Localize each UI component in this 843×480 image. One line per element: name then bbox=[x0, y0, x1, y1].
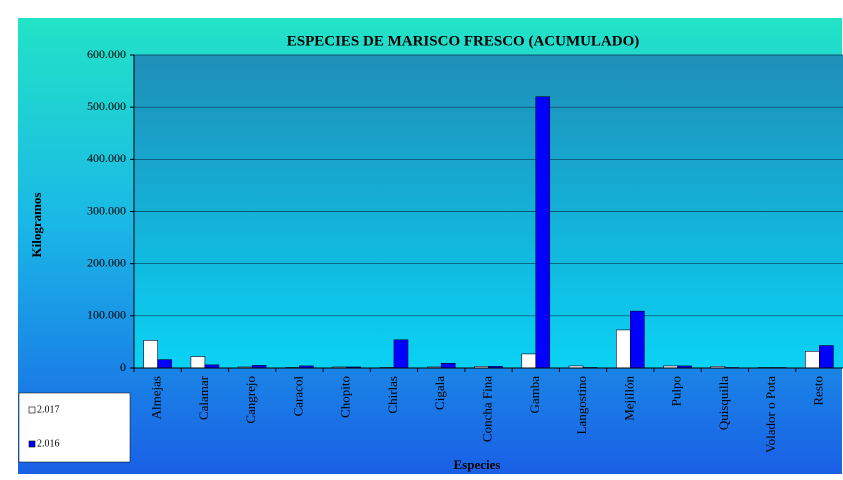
x-tick-label: Langostino bbox=[574, 376, 589, 435]
y-tick-label: 100.000 bbox=[87, 308, 126, 322]
y-tick-label: 0 bbox=[120, 360, 126, 374]
bar bbox=[819, 345, 834, 369]
x-tick-label: Almejas bbox=[149, 376, 164, 419]
x-tick-label: Gamba bbox=[527, 376, 542, 414]
legend-label: 2.016 bbox=[37, 438, 60, 449]
x-tick-label: Concha Fina bbox=[479, 376, 494, 442]
x-tick-label: Cigala bbox=[432, 376, 447, 410]
x-tick-label: Volador o Pota bbox=[763, 376, 778, 453]
bar bbox=[629, 310, 645, 369]
x-tick-label: Cangrejo bbox=[243, 376, 258, 424]
bar bbox=[521, 353, 537, 369]
bar bbox=[393, 339, 409, 369]
x-tick-label: Calamar bbox=[196, 375, 211, 420]
bar bbox=[440, 363, 456, 369]
bar bbox=[143, 340, 158, 369]
x-tick-label: Chopito bbox=[338, 376, 353, 418]
x-tick-label: Caracol bbox=[290, 376, 305, 417]
bar bbox=[805, 351, 820, 369]
bar bbox=[190, 356, 206, 369]
bar bbox=[535, 96, 551, 369]
x-tick-label: Pulpo bbox=[669, 376, 684, 406]
x-tick-label: Chirlas bbox=[385, 376, 400, 414]
y-axis-label: Kilogramos bbox=[29, 193, 44, 258]
x-axis-label: Especies bbox=[454, 457, 501, 472]
legend bbox=[18, 392, 131, 463]
legend-swatch bbox=[28, 440, 36, 448]
x-tick-label: Resto bbox=[810, 376, 825, 406]
y-tick-label: 500.000 bbox=[87, 99, 126, 113]
y-tick-label: 300.000 bbox=[87, 203, 126, 217]
bar bbox=[157, 359, 172, 369]
legend-label: 2.017 bbox=[37, 404, 60, 415]
x-tick-label: Mejillón bbox=[621, 376, 636, 421]
bar bbox=[615, 329, 631, 369]
y-tick-label: 600.000 bbox=[87, 47, 126, 61]
legend-swatch bbox=[28, 406, 36, 414]
y-tick-label: 400.000 bbox=[87, 151, 126, 165]
y-tick-label: 200.000 bbox=[87, 255, 126, 269]
x-tick-label: Quisquilla bbox=[716, 376, 731, 430]
chart-title: ESPECIES DE MARISCO FRESCO (ACUMULADO) bbox=[287, 33, 640, 49]
